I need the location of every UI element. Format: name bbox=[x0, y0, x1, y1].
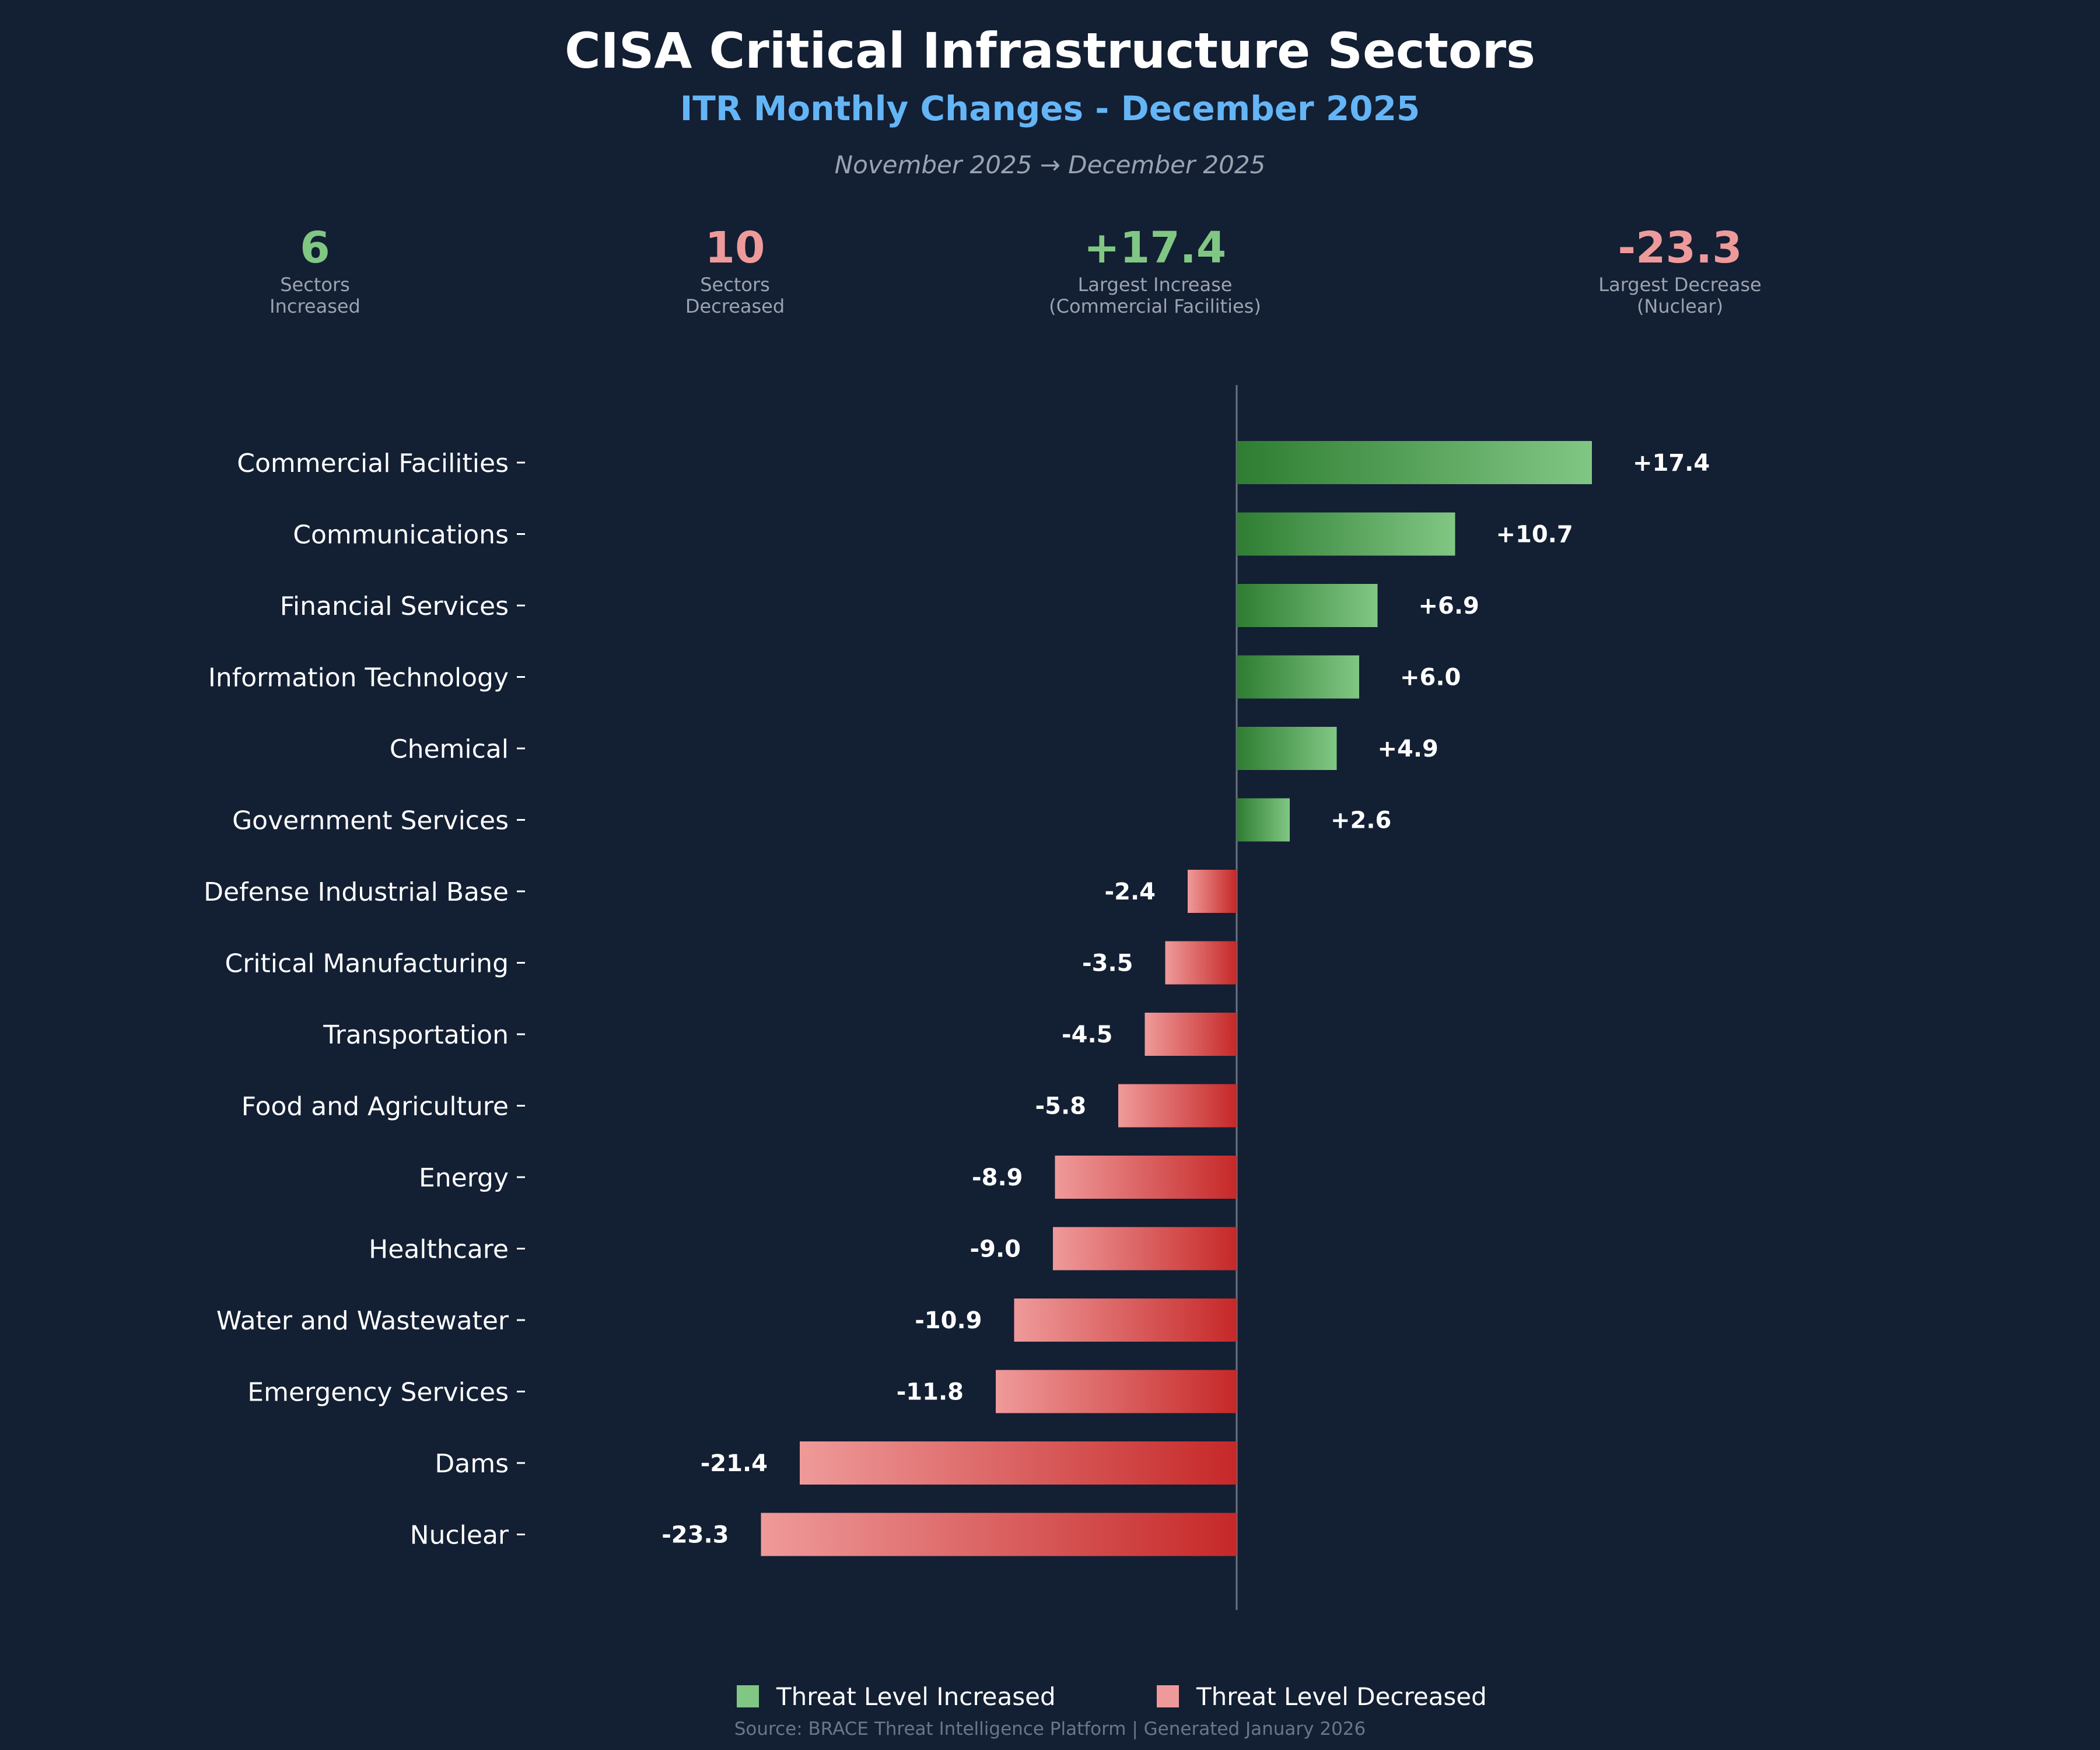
stat-largest-increase: +17.4 Largest Increase (Commercial Facil… bbox=[892, 222, 1418, 317]
stat-sublabel: Increased bbox=[270, 295, 360, 317]
value-label: -2.4 bbox=[1105, 878, 1156, 905]
bar-increase bbox=[1237, 798, 1290, 842]
bar-decrease bbox=[1055, 1156, 1237, 1199]
stat-value: +17.4 bbox=[1083, 223, 1227, 273]
value-label: -11.8 bbox=[897, 1379, 964, 1406]
stat-label: Sectors bbox=[280, 274, 350, 296]
bar-decrease bbox=[1053, 1227, 1237, 1270]
period-label: November 2025 → December 2025 bbox=[834, 150, 1266, 179]
category-label: Critical Manufacturing bbox=[225, 949, 509, 979]
stat-value: -23.3 bbox=[1618, 223, 1742, 273]
legend-label-increased: Threat Level Increased bbox=[776, 1682, 1056, 1711]
value-label: -3.5 bbox=[1082, 950, 1133, 977]
bar-decrease bbox=[1014, 1298, 1237, 1342]
category-label: Energy bbox=[419, 1163, 509, 1193]
category-label: Nuclear bbox=[410, 1521, 509, 1550]
stat-value: 6 bbox=[300, 223, 330, 273]
category-label: Commercial Facilities bbox=[237, 449, 509, 478]
category-label: Dams bbox=[435, 1449, 509, 1479]
value-label: +4.9 bbox=[1378, 736, 1438, 762]
category-label: Government Services bbox=[232, 806, 509, 836]
value-label: +10.7 bbox=[1496, 522, 1573, 548]
stat-sectors-decreased: 10 Sectors Decreased bbox=[473, 222, 998, 317]
legend-item-decreased: Threat Level Decreased bbox=[1157, 1680, 1487, 1713]
bar-increase bbox=[1237, 441, 1592, 484]
stat-sublabel: Decreased bbox=[685, 295, 785, 317]
bar-increase bbox=[1237, 512, 1455, 556]
category-label: Financial Services bbox=[280, 592, 509, 621]
stat-sublabel: (Nuclear) bbox=[1636, 295, 1724, 317]
source-note: Source: BRACE Threat Intelligence Platfo… bbox=[734, 1718, 1366, 1740]
category-label: Defense Industrial Base bbox=[204, 877, 509, 907]
chart-subtitle: ITR Monthly Changes - December 2025 bbox=[680, 89, 1420, 128]
bar-decrease bbox=[761, 1513, 1237, 1556]
bar-decrease bbox=[1118, 1084, 1237, 1128]
legend: Threat Level Increased Threat Level Decr… bbox=[0, 1680, 2100, 1713]
legend-item-increased: Threat Level Increased bbox=[737, 1680, 1056, 1713]
bar-decrease bbox=[1188, 870, 1237, 913]
category-label: Emergency Services bbox=[247, 1378, 509, 1408]
bar-decrease bbox=[996, 1370, 1237, 1413]
stat-largest-decrease: -23.3 Largest Decrease (Nuclear) bbox=[1418, 222, 1943, 317]
bar-increase bbox=[1237, 655, 1359, 699]
bar-decrease bbox=[1144, 1013, 1237, 1056]
stat-sectors-increased: 6 Sectors Increased bbox=[52, 222, 578, 317]
legend-swatch-increased bbox=[737, 1685, 759, 1707]
value-label: +17.4 bbox=[1633, 450, 1710, 477]
stat-label: Largest Decrease bbox=[1598, 274, 1762, 296]
category-label: Food and Agriculture bbox=[242, 1092, 509, 1122]
category-label: Information Technology bbox=[208, 663, 509, 693]
bar-increase bbox=[1237, 727, 1337, 770]
category-label: Communications bbox=[293, 520, 509, 550]
value-label: -9.0 bbox=[970, 1236, 1021, 1263]
value-label: -4.5 bbox=[1062, 1021, 1112, 1048]
stat-value: 10 bbox=[705, 223, 765, 273]
value-label: -8.9 bbox=[972, 1164, 1023, 1191]
bar-decrease bbox=[1165, 941, 1237, 985]
value-label: +2.6 bbox=[1331, 807, 1391, 834]
category-label: Chemical bbox=[390, 734, 509, 764]
category-label: Transportation bbox=[323, 1020, 509, 1050]
chart-title: CISA Critical Infrastructure Sectors bbox=[564, 22, 1535, 79]
value-label: -23.3 bbox=[662, 1522, 729, 1549]
stat-sublabel: (Commercial Facilities) bbox=[1049, 295, 1261, 317]
bar-increase bbox=[1237, 584, 1378, 627]
bar-decrease bbox=[800, 1441, 1237, 1485]
legend-label-decreased: Threat Level Decreased bbox=[1196, 1682, 1487, 1711]
legend-swatch-decreased bbox=[1157, 1685, 1179, 1707]
stat-label: Sectors bbox=[700, 274, 770, 296]
value-label: +6.9 bbox=[1419, 593, 1479, 620]
category-label: Healthcare bbox=[369, 1235, 509, 1265]
value-label: -5.8 bbox=[1035, 1093, 1086, 1120]
value-label: -10.9 bbox=[915, 1307, 982, 1334]
value-label: +6.0 bbox=[1400, 664, 1461, 691]
category-label: Water and Wastewater bbox=[216, 1306, 509, 1336]
stat-label: Largest Increase bbox=[1077, 274, 1233, 296]
value-label: -21.4 bbox=[701, 1450, 768, 1477]
